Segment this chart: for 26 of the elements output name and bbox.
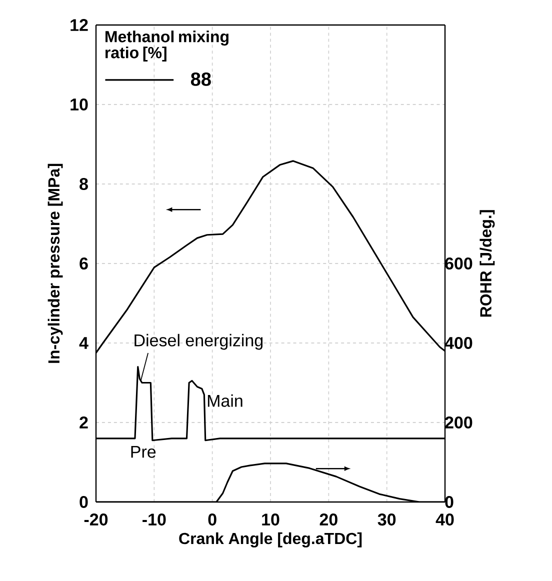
x-axis-title: Crank Angle [deg.aTDC] — [179, 532, 362, 548]
x-tick-label: 40 — [436, 514, 454, 526]
y2-axis-title: ROHR [J/deg.] — [480, 210, 495, 317]
y2-tick-label: 600 — [445, 257, 472, 270]
legend-label: 88 — [190, 72, 211, 86]
y-tick-label: 4 — [79, 337, 88, 349]
annotation: Main — [208, 394, 242, 407]
x-tick-label: 0 — [208, 514, 216, 526]
y-tick-label: 12 — [70, 19, 88, 31]
y2-tick-label: 0 — [445, 496, 454, 508]
y-tick-label: 6 — [80, 257, 88, 270]
y-tick-label: 8 — [80, 178, 88, 190]
y-tick-label: 0 — [80, 496, 88, 508]
annotation: Pre — [131, 446, 156, 458]
x-tick-label: 30 — [378, 514, 396, 526]
y-tick-label: 2 — [80, 416, 88, 428]
x-tick-label: -20 — [84, 514, 108, 526]
x-tick-label: 20 — [320, 514, 338, 526]
y-axis-title: In-cylinder pressure [MPa] — [48, 164, 63, 363]
y-tick-label: 10 — [70, 98, 88, 111]
annotation: Diesel energizing — [134, 334, 263, 350]
legend-title: Methanol mixing ratio [%] — [105, 30, 228, 62]
y2-tick-label: 400 — [444, 336, 472, 350]
x-tick-label: 10 — [262, 514, 280, 526]
x-tick-label: -10 — [142, 514, 166, 526]
y2-tick-label: 200 — [445, 416, 472, 429]
